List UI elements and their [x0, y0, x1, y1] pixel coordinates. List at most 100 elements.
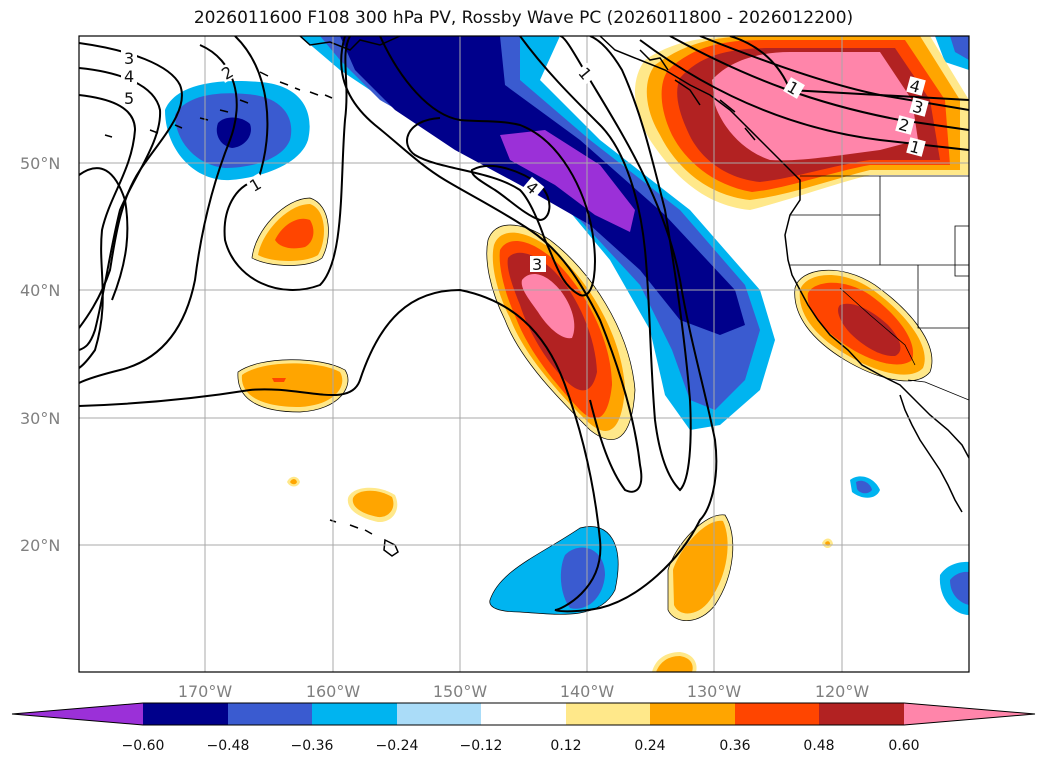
contour-label-bg [121, 68, 137, 84]
negative-anomaly-band-core [340, 36, 745, 335]
lon-label-130w: 130°W [687, 682, 742, 701]
colorbar-swatch [12, 703, 143, 725]
contour-3-central [340, 36, 643, 493]
contour-label-group: 3 4 5 2 1 1 4 3 1 4 3 2 1 [121, 49, 929, 274]
ca-nv-border [839, 287, 916, 366]
contour-label-bg [121, 50, 137, 66]
lat-label-30n: 30°N [20, 409, 60, 428]
positive-dot-1-core [290, 479, 297, 485]
colorbar-swatch [650, 703, 735, 725]
colorbar-swatch [481, 703, 566, 725]
contour-label: 3 [532, 255, 542, 274]
outline-south [489, 526, 619, 615]
positive-blob-california-core [838, 303, 901, 357]
colorbar-swatch [312, 703, 397, 725]
colorbar-tick: 0.36 [719, 738, 750, 754]
colorbar-swatch [566, 703, 650, 725]
baja-peninsula [899, 394, 963, 513]
contour-label-bg [909, 97, 929, 117]
contour-label-bg [521, 176, 545, 200]
colorbar-tick: 0.24 [634, 738, 665, 754]
lon-label-170w: 170°W [178, 682, 233, 701]
colorbar-swatch [735, 703, 819, 725]
colorbar-swatch [904, 703, 1035, 725]
colorbar-tick: −0.24 [376, 738, 419, 754]
contour-label-bg [217, 61, 239, 83]
contour-3-east [699, 36, 969, 111]
contour-label: 5 [124, 89, 134, 108]
figure-title: 2026011600 F108 300 hPa PV, Rossby Wave … [193, 8, 854, 28]
colorbar-tick: −0.48 [207, 738, 250, 754]
contour-label: 4 [124, 67, 134, 86]
colorbar-swatch [397, 703, 481, 725]
outline-california [794, 269, 933, 382]
positive-blob-southwest-dot [272, 378, 286, 382]
contour-label: 1 [908, 137, 923, 158]
contour-1-central [79, 36, 718, 613]
contour-label-bg [906, 76, 926, 96]
shading-layer [165, 36, 969, 672]
contour-4 [79, 67, 162, 351]
outline-central [486, 224, 636, 440]
blue-blob-northwest-core [216, 117, 251, 148]
colorbar-tick: −0.60 [122, 738, 165, 754]
blue-corner-southeast-core [950, 571, 969, 605]
lat-label-20n: 20°N [20, 536, 60, 555]
contour-label: 2 [897, 115, 912, 136]
lat-label-50n: 50°N [20, 154, 60, 173]
lon-label-150w: 150°W [433, 682, 488, 701]
contour-5b [79, 167, 129, 301]
lon-label-160w: 160°W [306, 682, 361, 701]
alaska-coast [299, 36, 401, 51]
contour-label-bg [245, 173, 267, 195]
contour-1-west [223, 36, 351, 291]
lat-label-40n: 40°N [20, 281, 60, 300]
contour-5 [79, 94, 137, 369]
contour-label-bg [574, 62, 598, 86]
contour-label-bg [895, 115, 915, 135]
blue-blob-small-core [856, 480, 872, 494]
colorbar-ticks: −0.60 −0.48 −0.36 −0.24 −0.12 0.12 0.24 … [122, 738, 920, 754]
colorbar: −0.60 −0.48 −0.36 −0.24 −0.12 0.12 0.24 … [11, 702, 1036, 754]
outline-west [251, 197, 329, 266]
contour-label-bg [906, 137, 926, 157]
positive-blob-bottom-core [656, 656, 693, 672]
state-borders [790, 176, 969, 329]
positive-blob-hawaii-core [352, 490, 394, 518]
positive-blob-southwest-core [241, 363, 343, 407]
contour-label-bg [530, 256, 546, 272]
contour-label-bg [121, 89, 137, 105]
colorbar-tick: −0.36 [291, 738, 334, 754]
colorbar-tick: 0.12 [550, 738, 581, 754]
contour-2-east [519, 36, 692, 492]
lon-label-120w: 120°W [815, 682, 870, 701]
border-layer [790, 175, 969, 401]
colorbar-outline [11, 702, 1036, 726]
bc-islands [639, 49, 756, 141]
coastline-layer [104, 36, 969, 557]
aleutian-islands [104, 71, 333, 138]
map-frame [78, 35, 970, 673]
colorbar-swatch [228, 703, 312, 725]
negative-anomaly-band [300, 36, 775, 430]
colorbar-tick: 0.60 [888, 738, 919, 754]
negative-anomaly-center [500, 130, 635, 232]
positive-blob-northeast-core [712, 52, 918, 161]
contour-1-east [639, 39, 969, 151]
lon-label-140w: 140°W [560, 682, 615, 701]
contour-label: 3 [124, 49, 134, 68]
colorbar-tick: −0.12 [460, 738, 503, 754]
blue-corner-northeast-mid [950, 36, 969, 60]
colorbar-swatch [819, 703, 904, 725]
blue-blob-south-core [560, 547, 605, 609]
colorbar-tick: 0.48 [803, 738, 834, 754]
positive-blob-west-core [275, 218, 314, 249]
colorbar-swatch [143, 703, 228, 725]
contour-4-central [470, 165, 551, 222]
outline-southcentral [667, 514, 734, 622]
contour-label: 3 [911, 97, 926, 118]
contour-label-bg [783, 77, 805, 99]
gridlines [79, 36, 969, 672]
